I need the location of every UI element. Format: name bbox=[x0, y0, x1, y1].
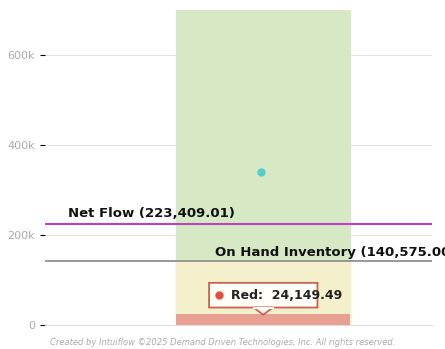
Polygon shape bbox=[254, 307, 273, 315]
Text: On Hand Inventory (140,575.00): On Hand Inventory (140,575.00) bbox=[215, 246, 445, 259]
Text: Created by Intuiflow ©2025 Demand Driven Technologies, Inc. All rights reserved.: Created by Intuiflow ©2025 Demand Driven… bbox=[50, 338, 395, 347]
Bar bbox=[176, 10, 350, 325]
Bar bbox=[176, 314, 350, 325]
FancyBboxPatch shape bbox=[209, 283, 317, 307]
Text: Red:  24,149.49: Red: 24,149.49 bbox=[231, 289, 342, 302]
Text: Net Flow (223,409.01): Net Flow (223,409.01) bbox=[68, 207, 235, 220]
